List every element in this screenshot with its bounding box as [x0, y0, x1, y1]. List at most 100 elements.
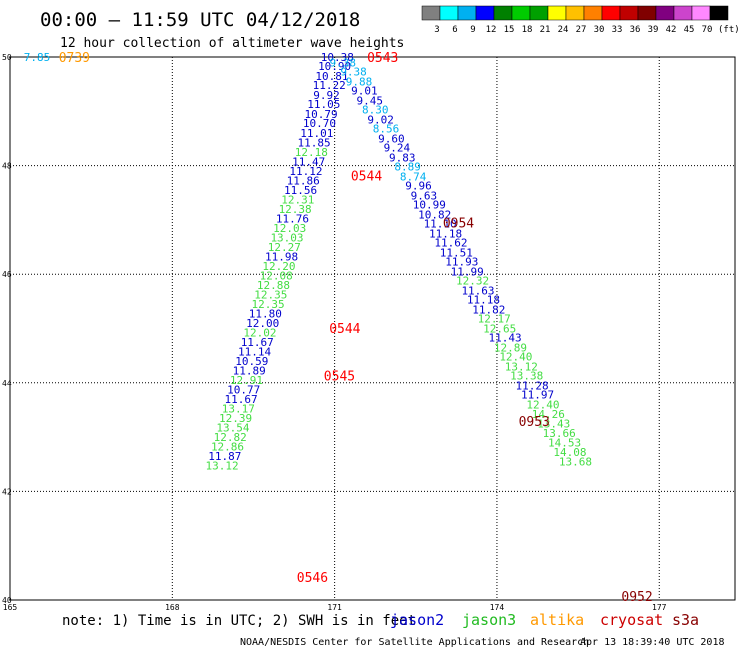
wave-height-value: 14.53 — [548, 437, 581, 450]
wave-height-value: 9.38 — [329, 56, 356, 69]
satellite-name: jason3 — [462, 611, 516, 629]
wave-height-value: 9.02 — [367, 113, 394, 126]
legend-label: 6 — [452, 25, 457, 35]
satellite-legend: jason2 jason3 altika cryosat s3a — [390, 611, 699, 629]
wave-height-value: 12.08 — [260, 269, 293, 282]
legend-label: 42 — [666, 25, 677, 35]
lat-label: 44 — [2, 379, 12, 388]
wave-height-value: 9.38 — [340, 66, 367, 79]
wave-height-value: 12.35 — [252, 298, 285, 311]
legend-swatch — [583, 5, 603, 21]
wave-height-value: 11.97 — [521, 389, 554, 402]
wave-height-value: 12.31 — [281, 193, 314, 206]
wave-height-value: 8.30 — [362, 104, 389, 117]
map-subtitle: 12 hour collection of altimeter wave hei… — [60, 36, 404, 51]
wave-height-value: 12.91 — [230, 374, 263, 387]
wave-height-legend: 3 6 9 12 15 18 21 24 27 30 33 36 39 42 45 70 (ft) — [421, 5, 740, 35]
wave-height-value: 11.62 — [434, 237, 467, 250]
legend-swatch — [601, 5, 621, 21]
wave-height-value: 12.86 — [211, 440, 244, 453]
wave-height-value: 13.12 — [206, 459, 239, 472]
wave-height-value: 11.63 — [461, 284, 494, 297]
wave-height-value: 13.12 — [505, 361, 538, 374]
wave-height-value: 12.02 — [243, 326, 276, 339]
wave-height-value: 11.18 — [467, 294, 500, 307]
wave-height-value: 13.38 — [510, 370, 543, 383]
header: 00:00 – 11:59 UTC 04/12/2018 12 hour col… — [40, 9, 404, 51]
lon-label: 171 — [327, 603, 342, 612]
footer-timestamp: Apr 13 18:39:40 UTC 2018 — [580, 637, 725, 648]
wave-height-value: 11.67 — [241, 336, 274, 349]
wave-height-value: 8.89 — [394, 161, 421, 174]
wave-height-value: 12.00 — [246, 317, 279, 330]
legend-label: 45 — [684, 25, 695, 35]
wave-height-value: 10.81 — [315, 70, 348, 83]
legend-label: 39 — [648, 25, 659, 35]
wave-height-value: 13.03 — [270, 231, 303, 244]
wave-height-value: 12.03 — [273, 222, 306, 235]
wave-height-value: 9.92 — [313, 89, 340, 102]
lon-label: 174 — [490, 603, 505, 612]
satellite-name: jason2 — [390, 611, 444, 629]
pass-time-label: 0544 — [329, 322, 360, 337]
wave-height-value: 14.26 — [532, 408, 565, 421]
wave-height-value: 11.14 — [238, 345, 271, 358]
wave-height-value: 8.74 — [400, 170, 427, 183]
pass-time-label: 0545 — [324, 370, 355, 385]
wave-height-value: 11.43 — [488, 332, 521, 345]
wave-height-value: 10.70 — [303, 117, 336, 130]
lon-label: 177 — [652, 603, 667, 612]
wave-height-value: 13.66 — [543, 427, 576, 440]
wave-height-value: 13.68 — [559, 456, 592, 469]
footer-note: note: 1) Time is in UTC; 2) SWH is in fe… — [62, 613, 416, 629]
wave-height-value: 11.82 — [472, 303, 505, 316]
legend-swatch — [493, 5, 513, 21]
wave-height-value: 12.40 — [499, 351, 532, 364]
wave-height-value: 10.77 — [227, 383, 260, 396]
map-title: 00:00 – 11:59 UTC 04/12/2018 — [40, 9, 360, 31]
legend-swatch — [529, 5, 549, 21]
lat-label: 48 — [2, 162, 12, 171]
legend-label: 21 — [540, 25, 551, 35]
legend-swatch — [439, 5, 459, 21]
wave-height-value: 11.87 — [208, 450, 241, 463]
wave-height-value: 11.12 — [289, 165, 322, 178]
wave-height-value: 11.10 — [424, 218, 457, 231]
wave-height-value: 9.88 — [346, 75, 373, 88]
wave-height-value: 11.67 — [224, 393, 257, 406]
pass-time-label: 0954 — [443, 217, 474, 232]
legend-label: 30 — [594, 25, 605, 35]
wave-height-value: 11.28 — [516, 380, 549, 393]
observations: 7.85 10.3810.9010.8111.229.9211.0510.7910… — [24, 51, 592, 472]
wave-height-value: 11.18 — [429, 227, 462, 240]
grid-lines — [10, 57, 735, 600]
legend-swatch — [691, 5, 711, 21]
wave-height-value: 11.01 — [300, 127, 333, 140]
legend-swatch — [511, 5, 531, 21]
lon-label: 165 — [3, 603, 18, 612]
wave-height-value: 11.22 — [313, 79, 346, 92]
wave-height-value: 13.17 — [222, 402, 255, 415]
wave-height-value: 10.79 — [305, 108, 338, 121]
wave-height-value: 11.47 — [292, 155, 325, 168]
wave-height-value: 10.38 — [321, 51, 354, 64]
wave-height-value: 11.93 — [445, 256, 478, 269]
satellite-name: cryosat — [600, 611, 663, 629]
wave-height-value: 13.43 — [537, 418, 570, 431]
wave-height-value: 12.17 — [478, 313, 511, 326]
wave-height-value: 11.80 — [249, 307, 282, 320]
wave-height-value: 12.35 — [254, 288, 287, 301]
wave-height-value: 11.76 — [276, 212, 309, 225]
legend-label: 18 — [522, 25, 533, 35]
legend-swatch — [709, 5, 729, 21]
wave-height-value: 11.05 — [307, 98, 340, 111]
legend-swatch — [619, 5, 639, 21]
wave-height-value: 12.40 — [526, 399, 559, 412]
wave-height-value: 9.24 — [384, 142, 411, 155]
legend-swatch — [457, 5, 477, 21]
legend-unit: (ft) — [718, 25, 740, 35]
wave-height-value: 12.88 — [257, 279, 290, 292]
